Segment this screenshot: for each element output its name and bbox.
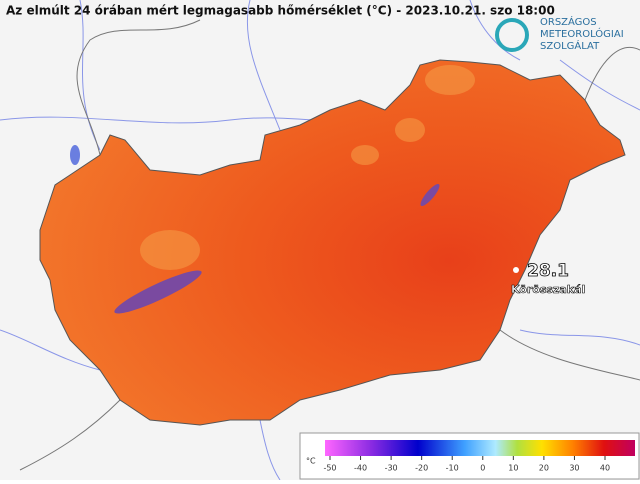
country bbox=[39, 59, 626, 426]
logo-text: METEOROLÓGIAI bbox=[540, 27, 624, 40]
legend-tick-label: 10 bbox=[508, 464, 518, 473]
station-value: 28.1 bbox=[527, 261, 569, 281]
legend-tick-label: -40 bbox=[354, 464, 367, 473]
legend-tick-label: 20 bbox=[539, 464, 549, 473]
legend-tick-label: -50 bbox=[323, 464, 336, 473]
legend-tick-label: -20 bbox=[415, 464, 428, 473]
logo-icon bbox=[495, 18, 529, 52]
title: Az elmúlt 24 órában mért legmagasabb hőm… bbox=[6, 4, 555, 18]
logo-text: SZOLGÁLAT bbox=[540, 39, 600, 52]
legend-tick-label: 30 bbox=[569, 464, 579, 473]
lake-ferto bbox=[70, 145, 80, 165]
legend-tick-label: 0 bbox=[480, 464, 485, 473]
borders bbox=[19, 19, 640, 471]
legend: °C -50 -40 -30 -20 -10 0 10 20 30 40 bbox=[299, 432, 640, 480]
legend-tick-label: -10 bbox=[446, 464, 459, 473]
legend-tick-label: 40 bbox=[600, 464, 610, 473]
legend-unit: °C bbox=[306, 457, 316, 466]
color-scale bbox=[325, 440, 635, 456]
lake-tisza bbox=[420, 183, 440, 207]
lake-balaton bbox=[114, 270, 202, 314]
warm-patches bbox=[140, 65, 475, 270]
station-name: Körösszakál bbox=[511, 283, 585, 296]
logo: ORSZÁGOS METEOROLÓGIAI SZOLGÁLAT bbox=[495, 15, 624, 52]
station-dot bbox=[513, 267, 519, 273]
legend-tick-label: -30 bbox=[385, 464, 398, 473]
logo-text: ORSZÁGOS bbox=[540, 15, 597, 28]
